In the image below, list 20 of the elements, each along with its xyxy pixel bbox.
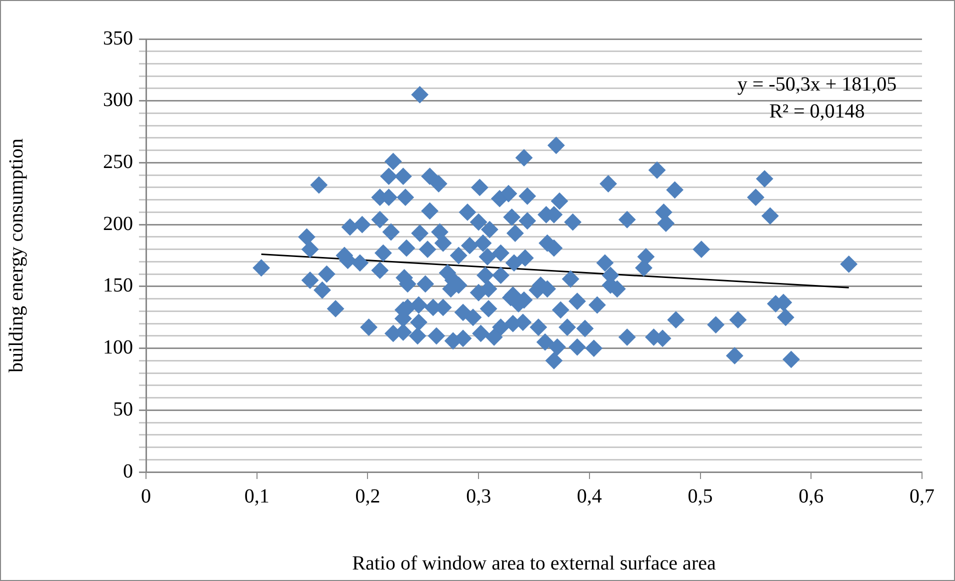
y-tick-label: 350	[103, 27, 133, 50]
x-tick-label: 0,5	[688, 485, 713, 508]
y-tick-label: 100	[103, 336, 133, 359]
y-tick-label: 300	[103, 89, 133, 112]
y-tick-label: 50	[113, 398, 133, 420]
y-tick-label: 250	[103, 150, 133, 173]
annotation: y = -50,3x + 181,05	[737, 73, 897, 96]
x-tick-label: 0,4	[576, 485, 602, 508]
x-axis-title: Ratio of window area to external surface area	[352, 552, 716, 574]
y-tick-label: 150	[103, 274, 133, 297]
x-tick-label: 0,7	[910, 485, 934, 508]
x-tick-label: 0,2	[355, 485, 380, 508]
y-axis-title: building energy consumption	[5, 138, 28, 373]
x-tick-label: 0,3	[466, 485, 492, 508]
x-tick-label: 0,6	[798, 485, 824, 508]
x-tick-label: 0,1	[244, 485, 270, 508]
annotation: R² = 0,0148	[769, 100, 865, 122]
y-tick-label: 0	[123, 460, 133, 482]
y-tick-label: 200	[103, 212, 133, 235]
x-tick-label: 0	[141, 485, 151, 508]
